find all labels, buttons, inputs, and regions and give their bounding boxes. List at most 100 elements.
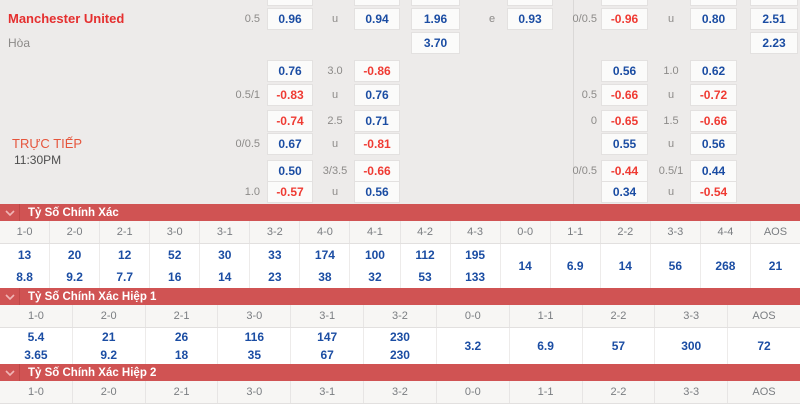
odds-value[interactable]: 21 bbox=[102, 330, 116, 344]
odds-box[interactable] bbox=[354, 0, 400, 6]
score-odds-col-3-1[interactable]: 147 67 bbox=[291, 328, 365, 364]
odds-box[interactable]: -0.83 bbox=[267, 84, 313, 106]
odds-box[interactable]: 0.62 bbox=[690, 60, 737, 82]
score-odds-col-4-1[interactable]: 100 32 bbox=[350, 244, 401, 288]
odds-value[interactable]: 35 bbox=[247, 348, 262, 362]
score-odds-col-4-4[interactable]: 268 bbox=[701, 244, 751, 288]
score-odds-col-3-0[interactable]: 52 16 bbox=[150, 244, 201, 288]
odds-value[interactable]: 16 bbox=[168, 270, 182, 284]
odds-value[interactable]: 268 bbox=[715, 259, 736, 273]
odds-box[interactable]: 0.76 bbox=[354, 84, 400, 106]
odds-value[interactable]: 30 bbox=[218, 248, 232, 262]
odds-value[interactable]: 21 bbox=[768, 259, 783, 273]
odds-box[interactable]: 0.44 bbox=[690, 160, 737, 182]
score-odds-col-0-0[interactable]: 14 bbox=[501, 244, 551, 288]
odds-value[interactable]: 112 bbox=[415, 248, 435, 262]
odds-box[interactable]: 0.71 bbox=[354, 110, 400, 132]
odds-box[interactable]: 0.56 bbox=[601, 60, 648, 82]
odds-value[interactable]: 14 bbox=[218, 270, 232, 284]
odds-value[interactable]: 67 bbox=[320, 348, 334, 362]
odds-box[interactable]: 0.56 bbox=[690, 133, 737, 155]
score-odds-col-2-1[interactable]: 26 18 bbox=[146, 328, 219, 364]
odds-box[interactable]: 3.70 bbox=[411, 32, 460, 54]
odds-value[interactable]: 300 bbox=[681, 339, 702, 353]
odds-value[interactable]: 56 bbox=[668, 259, 683, 273]
odds-box[interactable]: 0.80 bbox=[690, 8, 737, 30]
odds-value[interactable]: 20 bbox=[67, 248, 82, 262]
chevron-down-icon[interactable] bbox=[0, 364, 20, 381]
odds-value[interactable]: 116 bbox=[244, 330, 265, 344]
odds-box[interactable]: -0.66 bbox=[601, 84, 648, 106]
odds-box[interactable]: -0.66 bbox=[354, 160, 400, 182]
odds-value[interactable]: 230 bbox=[389, 348, 410, 362]
score-odds-col-2-1[interactable]: 12 7.7 bbox=[100, 244, 151, 288]
odds-value[interactable]: 14 bbox=[618, 259, 632, 273]
score-odds-col-4-3[interactable]: 195 133 bbox=[451, 244, 501, 288]
chevron-down-icon[interactable] bbox=[0, 204, 20, 221]
odds-value[interactable]: 133 bbox=[465, 270, 486, 284]
odds-box[interactable]: 0.55 bbox=[601, 133, 648, 155]
odds-value[interactable]: 5.4 bbox=[27, 330, 45, 344]
odds-box[interactable]: -0.96 bbox=[601, 8, 648, 30]
odds-value[interactable]: 32 bbox=[368, 270, 382, 284]
odds-box[interactable]: 0.96 bbox=[267, 8, 313, 30]
score-odds-col-2-0[interactable]: 20 9.2 bbox=[50, 244, 101, 288]
score-odds-col-0-0[interactable]: 3.2 bbox=[437, 328, 510, 364]
odds-value[interactable]: 57 bbox=[611, 339, 626, 353]
odds-value[interactable]: 6.9 bbox=[537, 339, 554, 353]
odds-box[interactable]: -0.65 bbox=[601, 110, 648, 132]
section-header-bar[interactable]: Tỷ Số Chính Xác Hiệp 2 bbox=[0, 364, 800, 381]
score-odds-col-2-0[interactable]: 21 9.2 bbox=[73, 328, 146, 364]
odds-value[interactable]: 53 bbox=[418, 270, 432, 284]
score-odds-col-AOS[interactable]: 21 bbox=[751, 244, 800, 288]
odds-box[interactable]: -0.81 bbox=[354, 133, 400, 155]
score-odds-col-AOS[interactable]: 72 bbox=[728, 328, 800, 364]
score-odds-col-3-1[interactable]: 30 14 bbox=[200, 244, 251, 288]
odds-box[interactable] bbox=[507, 0, 553, 6]
odds-value[interactable]: 3.2 bbox=[464, 339, 482, 353]
odds-box[interactable] bbox=[267, 0, 313, 6]
odds-box[interactable] bbox=[750, 0, 798, 6]
odds-value[interactable]: 18 bbox=[174, 348, 189, 362]
odds-box[interactable]: -0.74 bbox=[267, 110, 313, 132]
odds-value[interactable]: 3.65 bbox=[24, 348, 48, 362]
odds-value[interactable]: 230 bbox=[389, 330, 410, 344]
odds-box[interactable]: -0.57 bbox=[267, 181, 313, 203]
odds-value[interactable]: 23 bbox=[268, 270, 282, 284]
score-odds-col-1-1[interactable]: 6.9 bbox=[510, 328, 583, 364]
score-odds-col-4-0[interactable]: 174 38 bbox=[300, 244, 351, 288]
odds-value[interactable]: 100 bbox=[364, 248, 385, 262]
odds-box[interactable] bbox=[601, 0, 648, 6]
odds-value[interactable]: 14 bbox=[518, 259, 532, 273]
odds-value[interactable]: 33 bbox=[268, 248, 282, 262]
odds-value[interactable]: 38 bbox=[318, 270, 332, 284]
odds-box[interactable]: -0.54 bbox=[690, 181, 737, 203]
odds-value[interactable]: 26 bbox=[174, 330, 189, 344]
odds-value[interactable]: 147 bbox=[317, 330, 338, 344]
score-odds-col-3-3[interactable]: 300 bbox=[655, 328, 729, 364]
odds-box[interactable]: 0.76 bbox=[267, 60, 313, 82]
odds-value[interactable]: 8.8 bbox=[16, 270, 33, 284]
odds-box[interactable]: 0.56 bbox=[354, 181, 400, 203]
odds-value[interactable]: 174 bbox=[314, 248, 335, 262]
score-odds-col-4-2[interactable]: 112 53 bbox=[401, 244, 451, 288]
odds-value[interactable]: 13 bbox=[17, 248, 32, 262]
score-odds-col-3-2[interactable]: 230 230 bbox=[364, 328, 437, 364]
odds-value[interactable]: 9.2 bbox=[100, 348, 118, 362]
odds-value[interactable]: 12 bbox=[117, 248, 132, 262]
odds-box[interactable]: -0.66 bbox=[690, 110, 737, 132]
odds-box[interactable]: 1.96 bbox=[411, 8, 460, 30]
odds-box[interactable]: 0.50 bbox=[267, 160, 313, 182]
section-header-bar[interactable]: Tỷ Số Chính Xác bbox=[0, 204, 800, 221]
odds-box[interactable]: 0.67 bbox=[267, 133, 313, 155]
score-odds-col-2-2[interactable]: 57 bbox=[583, 328, 656, 364]
score-odds-col-1-1[interactable]: 6.9 bbox=[551, 244, 601, 288]
score-odds-col-3-3[interactable]: 56 bbox=[651, 244, 701, 288]
score-odds-col-3-2[interactable]: 33 23 bbox=[250, 244, 301, 288]
odds-box[interactable] bbox=[690, 0, 737, 6]
odds-value[interactable]: 52 bbox=[168, 248, 182, 262]
odds-box[interactable]: 0.93 bbox=[507, 8, 553, 30]
score-odds-col-2-2[interactable]: 14 bbox=[601, 244, 651, 288]
odds-box[interactable]: -0.86 bbox=[354, 60, 400, 82]
odds-box[interactable]: 0.34 bbox=[601, 181, 648, 203]
